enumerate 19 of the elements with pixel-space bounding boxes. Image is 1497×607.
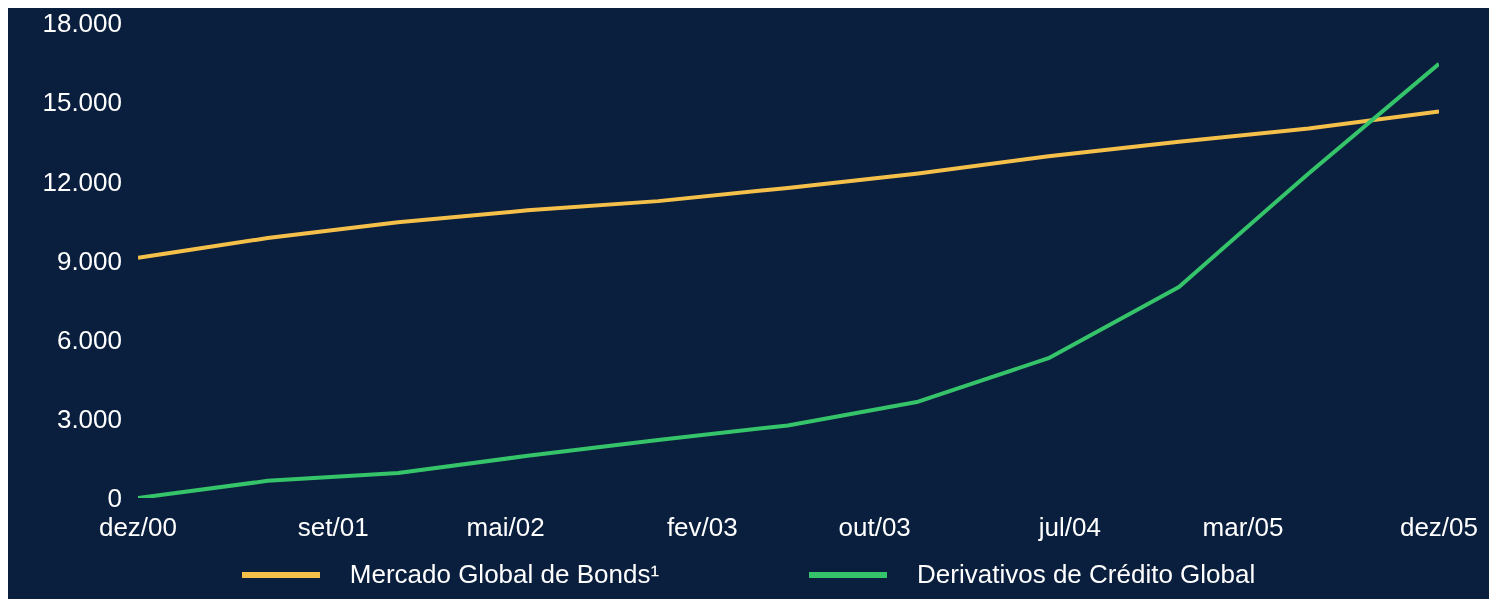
y-tick-label: 6.000: [56, 324, 122, 355]
y-tick-label: 18.000: [42, 8, 122, 39]
y-tick-label: 9.000: [56, 245, 122, 276]
x-tick-label: fev/03: [666, 512, 738, 543]
x-tick-label: out/03: [838, 512, 911, 543]
x-tick-label: jul/04: [1037, 512, 1102, 543]
legend-label: Derivativos de Crédito Global: [917, 559, 1256, 590]
y-tick-label: 12.000: [42, 166, 122, 197]
y-tick-label: 15.000: [42, 87, 122, 118]
legend-label: Mercado Global de Bonds¹: [349, 559, 660, 590]
x-tick-label: mai/02: [466, 512, 545, 543]
x-tick-label: dez/00: [98, 512, 178, 543]
x-tick-label: set/01: [297, 512, 369, 543]
y-tick-label: 3.000: [56, 404, 122, 435]
line-series: [138, 61, 1439, 498]
line-series: [138, 109, 1439, 260]
y-tick-label: 0: [107, 483, 122, 514]
x-tick-label: mar/05: [1202, 512, 1284, 543]
x-tick-label: dez/05: [1399, 512, 1479, 543]
